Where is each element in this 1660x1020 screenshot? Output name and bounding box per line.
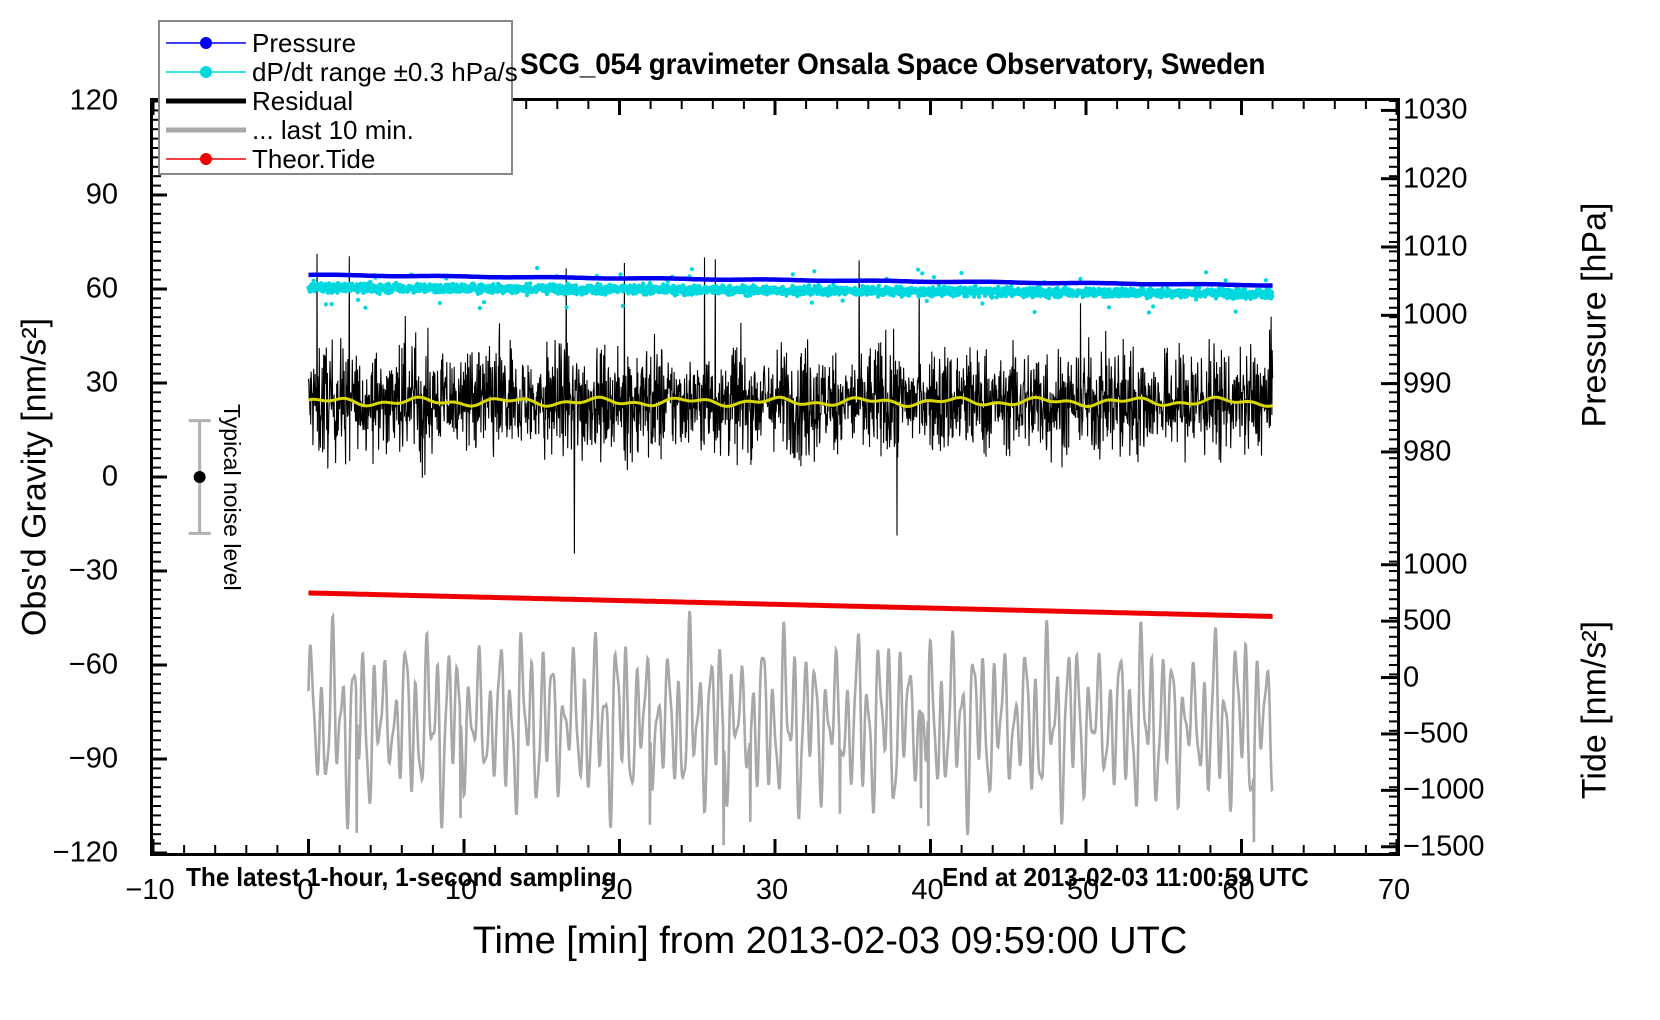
x-axis-title: Time [min] from 2013-02-03 09:59:00 UTC — [472, 920, 1188, 962]
legend-item: Theor.Tide — [160, 143, 511, 174]
x-tick-label: 50 — [1066, 874, 1100, 906]
x-ticks: −10 0 10 20 30 40 50 60 70 — [125, 860, 1410, 920]
x-tick-label: 60 — [1222, 874, 1255, 906]
plot-canvas — [188, 253, 1275, 846]
legend-item: ... last 10 min. — [160, 114, 511, 145]
series-path — [307, 253, 1274, 554]
y-right-top-title-holder: Pressure [hPa] — [1576, 150, 1614, 480]
y-right-top-tick-label: 1030 — [1403, 93, 1468, 126]
y-left-axis-title: Obs'd Gravity [nm/s²] — [15, 317, 54, 637]
y-right-top-tick-label: 1000 — [1403, 298, 1468, 331]
y-left-tick-label: −60 — [68, 648, 118, 681]
legend-label: Residual — [252, 85, 354, 116]
y-left-tick-label: −120 — [52, 836, 118, 869]
x-tick-label: 70 — [1377, 874, 1411, 906]
y-right-top-tick-label: 990 — [1403, 367, 1452, 400]
plot-area — [150, 98, 1400, 856]
page-title: SCG_054 gravimeter Onsala Space Observat… — [520, 48, 1266, 81]
y-right-bottom-tick-label: −1000 — [1403, 773, 1485, 806]
noise-level-label: Typical noise level — [219, 404, 245, 591]
y-right-bottom-title-holder: Tide [nm/s²] — [1576, 560, 1614, 860]
y-left-tick-label: 30 — [85, 366, 118, 399]
x-tick-label: −10 — [125, 874, 175, 906]
legend-label: Theor.Tide — [252, 143, 376, 174]
legend-item: dP/dt range ±0.3 hPa/s — [160, 57, 518, 87]
y-right-top-axis-title: Pressure [hPa] — [1575, 202, 1614, 428]
y-left-tick-label: 60 — [85, 272, 118, 305]
y-left-tick-label: 0 — [101, 460, 118, 493]
legend-swatch — [160, 59, 252, 85]
y-left-tick-label: −30 — [68, 554, 118, 587]
sampling-note: The latest 1-hour, 1-second sampling — [186, 862, 617, 892]
y-right-bottom-axis-title: Tide [nm/s²] — [1575, 620, 1614, 800]
legend-swatch — [160, 146, 252, 172]
legend-item: Residual — [160, 85, 511, 116]
series-path — [308, 272, 1273, 288]
y-left-tick-label: −90 — [68, 742, 118, 775]
end-time-note: End at 2013-02-03 11:00:59 UTC — [942, 862, 1309, 892]
series-path — [307, 610, 1274, 846]
y-left-tick-label: 120 — [69, 84, 118, 117]
y-right-bottom-tick-label: 0 — [1403, 661, 1420, 694]
y-right-bottom-tick-label: 1000 — [1403, 548, 1468, 581]
y-left-tick-label: 90 — [85, 178, 118, 211]
y-right-bottom-tick-label: −500 — [1403, 717, 1469, 750]
legend-label: ... last 10 min. — [252, 114, 414, 145]
legend-label: Pressure — [252, 27, 357, 58]
series-path — [308, 395, 1273, 409]
legend-item: Pressure — [160, 27, 511, 58]
y-left-ticks: 120 90 60 30 0 −30 −60 −90 −120 — [0, 85, 140, 869]
legend: Pressure dP/dt range ±0.3 hPa/s Residual..… — [158, 20, 518, 175]
y-right-top-tick-label: 1010 — [1403, 230, 1468, 263]
y-left-axis-title-holder: Obs'd Gravity [nm/s²] — [16, 98, 54, 856]
series-path — [308, 590, 1273, 619]
x-tick-label: 10 — [444, 874, 478, 906]
y-right-bottom-tick-label: −1500 — [1403, 830, 1485, 863]
dpdt-scatter — [306, 265, 1275, 315]
x-tick-label: 20 — [600, 874, 633, 906]
y-right-ticks: 1030 1020 1010 1000 990 980 1000 500 0 −500 −1000 −… — [1403, 94, 1513, 862]
y-right-bottom-tick-label: 500 — [1403, 604, 1452, 637]
y-right-top-tick-label: 1020 — [1403, 162, 1468, 195]
x-tick-label: 40 — [911, 874, 944, 906]
legend-swatch — [160, 30, 252, 56]
x-tick-label: 0 — [297, 874, 314, 906]
legend-swatch — [160, 88, 252, 114]
noise-level-errorbar — [188, 419, 211, 535]
x-tick-label: 30 — [755, 874, 789, 906]
legend-swatch — [160, 117, 252, 143]
y-right-top-tick-label: 980 — [1403, 435, 1452, 468]
legend-label: dP/dt range ±0.3 hPa/s — [252, 56, 518, 87]
